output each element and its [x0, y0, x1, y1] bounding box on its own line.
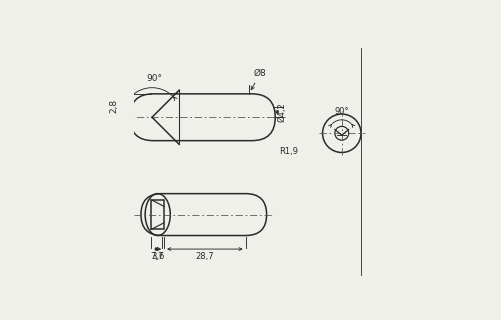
Text: Ø8: Ø8 — [251, 69, 267, 90]
Text: 28,7: 28,7 — [195, 252, 214, 261]
Text: 3,6: 3,6 — [151, 252, 164, 261]
Text: R1,9: R1,9 — [279, 147, 298, 156]
Text: 7,7: 7,7 — [150, 252, 163, 261]
Text: 90°: 90° — [335, 107, 349, 116]
Text: 90°: 90° — [146, 74, 162, 83]
Text: Ø4,2: Ø4,2 — [278, 102, 287, 122]
Text: 2,8: 2,8 — [110, 99, 119, 113]
